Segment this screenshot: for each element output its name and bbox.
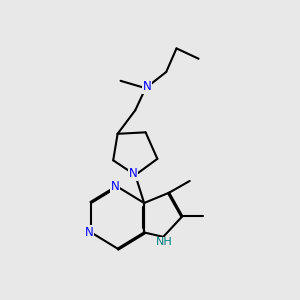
Text: N: N [128,167,137,180]
Text: N: N [143,80,152,93]
Text: N: N [111,180,120,193]
Text: NH: NH [155,237,172,247]
Text: N: N [84,226,93,239]
